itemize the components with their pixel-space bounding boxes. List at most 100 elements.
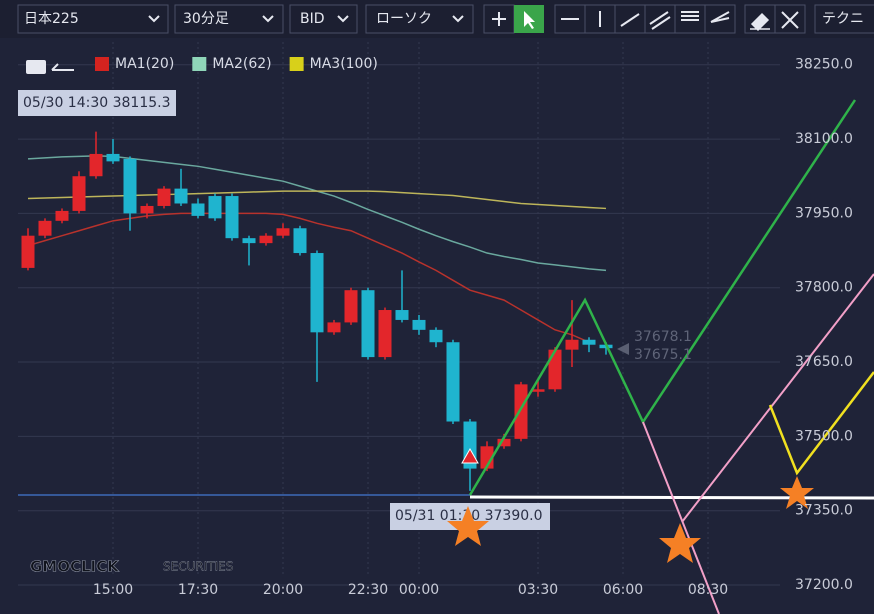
caret xyxy=(148,15,160,23)
erase-all-tool[interactable] xyxy=(774,4,806,34)
candle-body xyxy=(344,290,358,323)
fan-tool[interactable] xyxy=(704,4,736,34)
candle-body xyxy=(242,238,256,244)
candle-body xyxy=(38,220,52,236)
star xyxy=(447,506,489,546)
candle-body xyxy=(21,235,35,268)
candle-body xyxy=(191,203,205,216)
technical: テクニ xyxy=(822,11,864,27)
channel-icon xyxy=(649,11,671,30)
trend-icon xyxy=(620,13,640,27)
legend-swatch xyxy=(289,57,304,71)
y-tick-label: 37950.0 xyxy=(795,205,853,221)
caret xyxy=(262,15,274,23)
y-tick-label: 37350.0 xyxy=(795,503,853,519)
candle-body xyxy=(259,235,273,244)
interval: 30分足 xyxy=(183,11,229,27)
fan-icon xyxy=(710,11,730,23)
candle-body xyxy=(89,153,103,177)
legend: MA1(20) MA2(62) MA3(100) xyxy=(95,56,378,72)
legend-label: MA3(100) xyxy=(310,56,378,72)
legend-label: MA2(62) xyxy=(212,56,271,72)
side: BID xyxy=(300,11,325,27)
candle-body xyxy=(497,438,511,447)
collapse-icon[interactable] xyxy=(51,63,74,71)
stars xyxy=(447,476,814,563)
x-tick-label: 20:00 xyxy=(263,582,303,598)
style: ローソク xyxy=(376,11,432,27)
drawings xyxy=(18,99,874,614)
logo-brand: GMOCLICK xyxy=(30,558,120,576)
candle-body xyxy=(531,389,545,392)
erase-icon xyxy=(750,12,770,32)
last-price: 37678.1 xyxy=(634,329,692,345)
y-tick-label: 38250.0 xyxy=(795,57,853,73)
x-tick-label: 22:30 xyxy=(348,582,388,598)
caret xyxy=(337,15,349,23)
symbol: 日本225 xyxy=(24,11,79,27)
candle-body xyxy=(157,188,171,206)
y-tick-label: 37500.0 xyxy=(795,428,853,444)
candle-body xyxy=(378,310,392,358)
candle-body xyxy=(412,319,426,330)
technical-button[interactable] xyxy=(814,4,874,34)
logo-suffix: SECURITIES xyxy=(163,560,233,574)
star xyxy=(659,523,701,563)
y-tick-label: 37800.0 xyxy=(795,280,853,296)
candle-body xyxy=(310,253,324,333)
candle-body xyxy=(174,188,188,204)
candle-body xyxy=(361,290,375,358)
plus-icon xyxy=(492,12,506,26)
x-tick-label: 00:00 xyxy=(399,582,439,598)
interval-select[interactable] xyxy=(174,4,284,34)
legend-swatch xyxy=(95,57,109,71)
candle-body xyxy=(395,310,409,320)
star xyxy=(780,476,814,509)
candle-body xyxy=(72,176,86,211)
x-tick-label: 08:30 xyxy=(688,582,728,598)
candle-body xyxy=(123,158,137,214)
signal-triangle xyxy=(461,447,479,464)
pink-line xyxy=(642,421,720,614)
yellow-zigzag xyxy=(768,371,874,476)
candle-body xyxy=(446,342,460,422)
erase-all-icon xyxy=(781,11,799,29)
x-tick-label: 06:00 xyxy=(603,582,643,598)
ma-line xyxy=(27,212,590,343)
candle-body xyxy=(514,384,528,439)
style-select[interactable] xyxy=(365,4,474,34)
candle-body xyxy=(565,339,579,350)
candle-body xyxy=(225,196,239,239)
y-tick-label: 37650.0 xyxy=(795,354,853,370)
candle-body xyxy=(208,196,222,219)
pointer-icon xyxy=(524,11,535,29)
candle-body xyxy=(429,329,443,343)
x-tick-label: 15:00 xyxy=(93,582,133,598)
candle-body xyxy=(140,205,154,214)
comment-icon[interactable] xyxy=(26,60,46,74)
candle-body xyxy=(276,228,290,236)
fibo-icon xyxy=(681,11,699,21)
x-tick-label: 17:30 xyxy=(178,582,218,598)
symbol-select[interactable] xyxy=(17,4,169,34)
legend-label: MA1(20) xyxy=(115,56,174,72)
x-tick-label: 03:30 xyxy=(518,582,558,598)
candle-body xyxy=(55,210,69,221)
green-zigzag xyxy=(468,99,857,496)
tag-bg xyxy=(18,90,176,116)
high-tag: 05/30 14:30 38115.3 xyxy=(23,95,171,111)
candle-body xyxy=(327,322,341,333)
y-tick-label: 38100.0 xyxy=(795,131,853,147)
last-price: 37675.1 xyxy=(634,347,692,363)
pink-line xyxy=(681,273,874,523)
candle-body xyxy=(293,228,307,254)
candle-body xyxy=(548,349,562,390)
price-flag xyxy=(617,343,629,355)
toolbar-bg xyxy=(0,0,874,38)
toolbar: 日本225 30分足 BID ローソク テクニ xyxy=(0,0,874,38)
y-tick-label: 37200.0 xyxy=(795,577,853,593)
candle-body xyxy=(582,339,596,345)
caret xyxy=(452,15,464,23)
side-select[interactable] xyxy=(289,4,358,34)
